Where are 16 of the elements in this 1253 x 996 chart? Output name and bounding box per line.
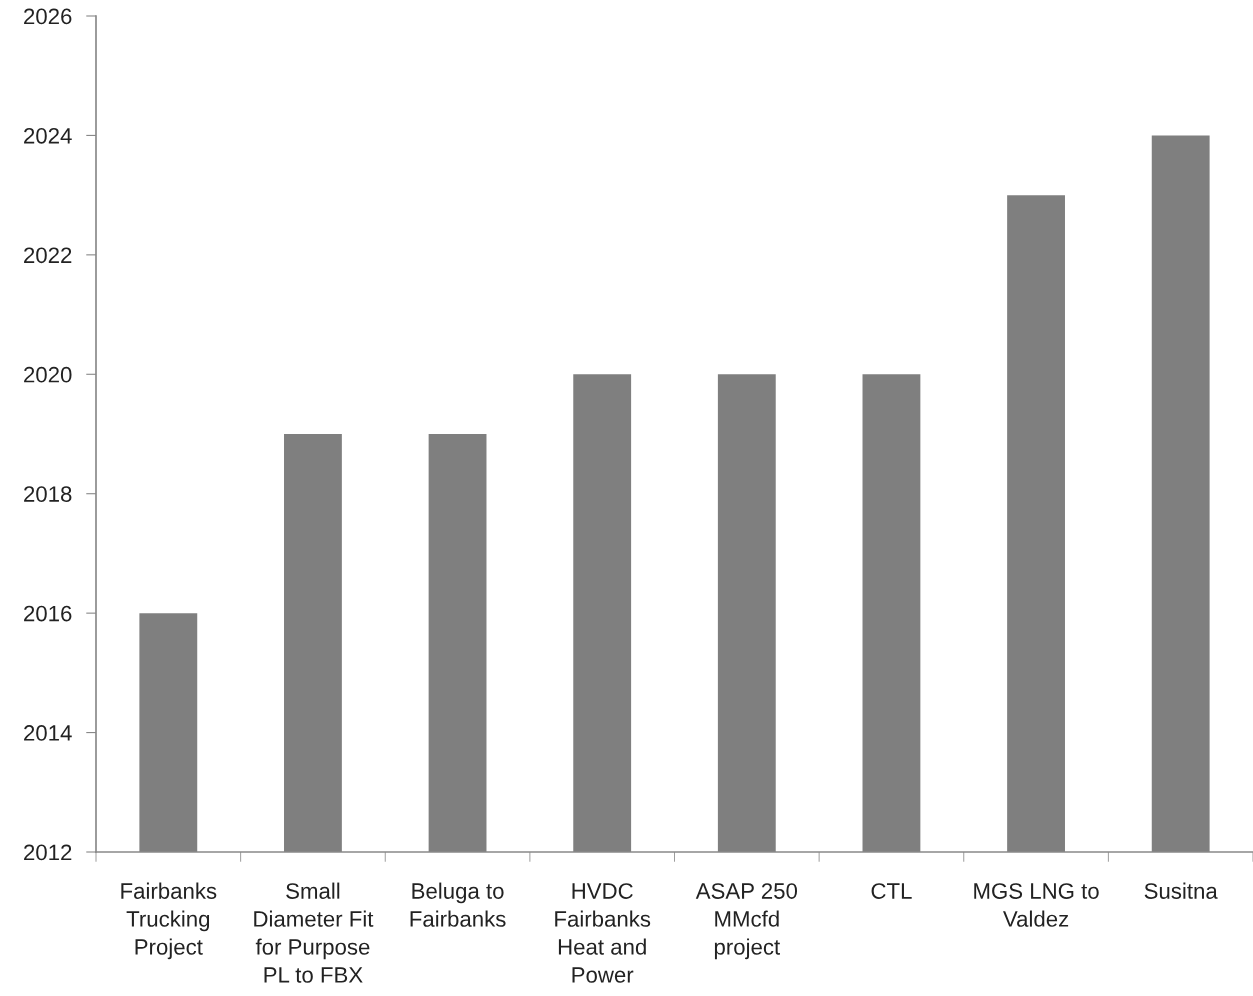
x-tick-label: Beluga to Fairbanks <box>410 882 506 927</box>
x-tick-label: ASAP 250 MMcfd project <box>695 883 798 960</box>
x-tick-label: HVDC Fairbanks Heat and Power <box>555 883 651 983</box>
y-tick-label: 2024 <box>24 127 72 144</box>
x-tick-label: Susitna <box>1144 882 1218 899</box>
x-tick-label: CTL <box>871 883 912 899</box>
y-tick-label: 2020 <box>24 366 72 383</box>
x-tick-label: MGS LNG to Valdez <box>974 883 1099 927</box>
x-tick-label: Small Diameter Fit for Purpose PL to FBX <box>254 882 374 983</box>
x-tick-label: Fairbanks Trucking Project <box>121 882 217 960</box>
y-tick-label: 2018 <box>24 486 72 502</box>
y-tick-label: 2026 <box>24 8 72 25</box>
y-tick-label: 2022 <box>24 247 72 264</box>
y-tick-label: 2014 <box>24 725 72 741</box>
y-tick-label: 2016 <box>24 605 72 622</box>
y-tick-label: 2012 <box>24 844 72 861</box>
